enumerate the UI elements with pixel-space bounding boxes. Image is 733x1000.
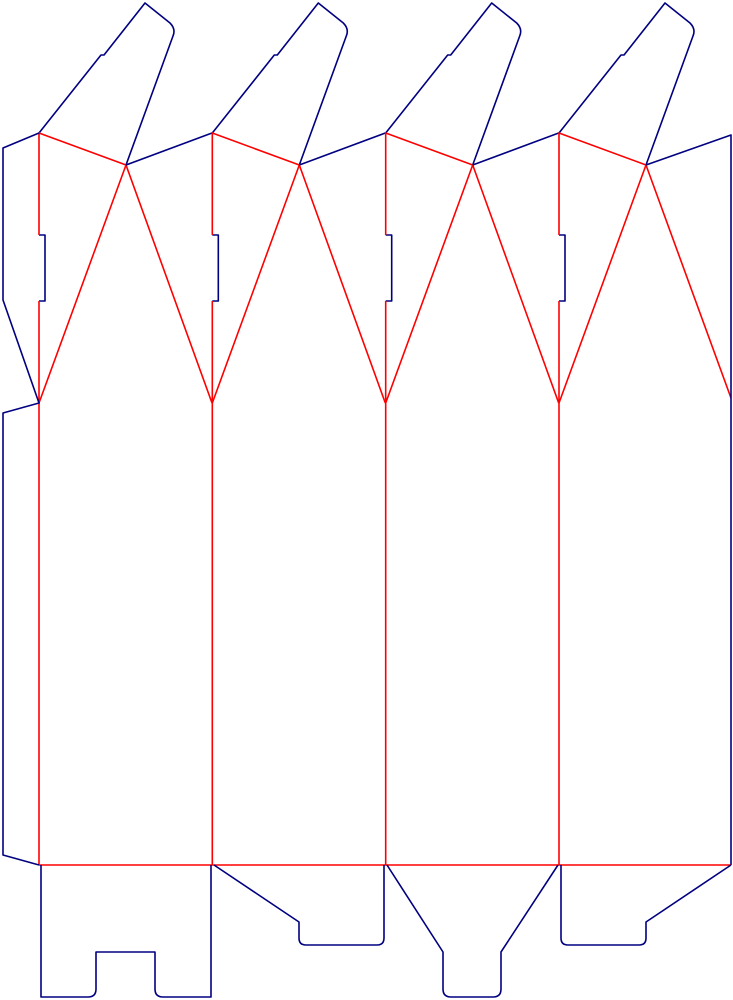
fold-line: [125, 164, 213, 404]
fold-line: [298, 164, 387, 404]
cut-line: [125, 132, 213, 166]
bottom-flap-3: [386, 864, 559, 998]
top-flap: [38, 2, 175, 866]
cut-line: [472, 132, 559, 166]
panel-1: [38, 2, 213, 866]
bottom-flap-4: [560, 864, 732, 946]
fold-line: [471, 164, 560, 404]
bottom-flap-2: [213, 864, 385, 946]
top-flap: [384, 2, 522, 866]
glue-flap: [2, 132, 40, 866]
top-flap: [558, 2, 695, 866]
top-flap: [211, 2, 349, 866]
cut-line: [299, 132, 386, 166]
panel-3: [384, 2, 560, 866]
fold-line: [645, 164, 732, 399]
panel-2: [211, 2, 387, 866]
bottom-flap-1: [40, 865, 212, 998]
cut-line: [645, 134, 732, 865]
panel-4: [558, 2, 732, 866]
